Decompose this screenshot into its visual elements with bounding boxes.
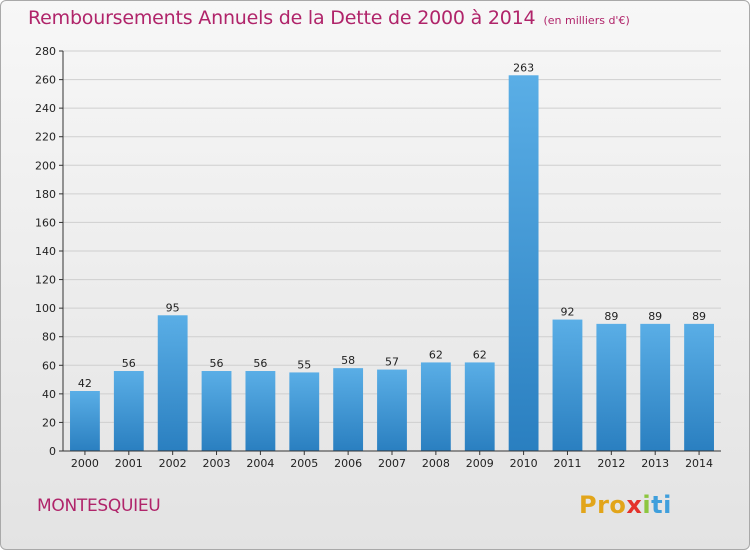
logo-part: x xyxy=(626,491,643,519)
data-label: 263 xyxy=(513,61,534,74)
y-tick-label: 0 xyxy=(49,445,56,458)
data-label: 42 xyxy=(78,377,92,390)
data-label: 89 xyxy=(648,310,662,323)
y-tick-label: 220 xyxy=(35,131,56,144)
x-tick-label: 2006 xyxy=(334,457,362,470)
y-tick-label: 280 xyxy=(35,45,56,58)
commune-name: MONTESQUIEU xyxy=(37,496,161,516)
bar xyxy=(245,371,276,451)
data-label: 92 xyxy=(560,306,574,319)
data-labels: 42 56 95 56 56 55 58 57 62 62 263 92 89 89 89 xyxy=(78,61,706,390)
logo-part: i xyxy=(642,491,652,519)
x-tick-label: 2012 xyxy=(597,457,625,470)
x-tick-label: 2008 xyxy=(422,457,450,470)
bar xyxy=(70,391,100,451)
bar xyxy=(552,319,583,451)
data-label: 57 xyxy=(385,356,399,369)
data-label: 56 xyxy=(122,357,136,370)
logo-part: Pro xyxy=(579,491,627,519)
bar xyxy=(157,315,188,451)
y-tick-label: 120 xyxy=(35,274,56,287)
chart-title: Remboursements Annuels de la Dette de 20… xyxy=(28,7,536,29)
x-tick-label: 2001 xyxy=(115,457,143,470)
data-label: 89 xyxy=(604,310,618,323)
logo-part: ti xyxy=(651,491,672,519)
x-tick-label: 2002 xyxy=(159,457,187,470)
x-tick-label: 2014 xyxy=(685,457,713,470)
bar xyxy=(201,371,232,451)
bar xyxy=(464,362,495,451)
bar xyxy=(377,369,407,451)
x-tick-label: 2004 xyxy=(246,457,274,470)
bar xyxy=(420,362,451,451)
data-label: 56 xyxy=(253,357,267,370)
y-tick-labels: 0 20 40 60 80 100 120 140 160 180 200 220 240 260 280 xyxy=(35,45,63,458)
x-tick-label: 2003 xyxy=(203,457,231,470)
y-tick-label: 100 xyxy=(35,302,56,315)
data-label: 62 xyxy=(473,348,487,361)
y-tick-label: 40 xyxy=(42,388,56,401)
data-label: 58 xyxy=(341,354,355,367)
y-tick-label: 160 xyxy=(35,216,56,229)
x-tick-label: 2007 xyxy=(378,457,406,470)
bar xyxy=(596,323,627,451)
bar xyxy=(113,371,144,451)
chart-header: Remboursements Annuels de la Dette de 20… xyxy=(28,7,630,29)
bar xyxy=(333,368,364,451)
data-label: 95 xyxy=(166,301,180,314)
x-tick-label: 2010 xyxy=(510,457,538,470)
x-tick-label: 2000 xyxy=(71,457,99,470)
proxiti-logo: Proxiti xyxy=(579,491,672,519)
bar xyxy=(289,372,320,451)
y-tick-label: 60 xyxy=(42,359,56,372)
y-tick-label: 140 xyxy=(35,245,56,258)
y-tick-label: 200 xyxy=(35,159,56,172)
x-tick-label: 2013 xyxy=(641,457,669,470)
x-tick-label: 2011 xyxy=(553,457,581,470)
data-label: 62 xyxy=(429,348,443,361)
y-tick-label: 180 xyxy=(35,188,56,201)
y-tick-label: 80 xyxy=(42,331,56,344)
y-tick-label: 20 xyxy=(42,416,56,429)
data-label: 56 xyxy=(210,357,224,370)
x-tick-label: 2009 xyxy=(466,457,494,470)
bar xyxy=(684,323,714,451)
bars xyxy=(70,75,714,452)
data-label: 89 xyxy=(692,310,706,323)
y-tick-label: 240 xyxy=(35,102,56,115)
x-tick-label: 2005 xyxy=(290,457,318,470)
chart-unit: (en milliers d'€) xyxy=(543,14,630,27)
y-tick-label: 260 xyxy=(35,74,56,87)
data-label: 55 xyxy=(297,358,311,371)
x-tick-labels: 2000 2001 2002 2003 2004 2005 2006 2007 2008 2009… xyxy=(71,451,713,470)
bar xyxy=(508,75,539,452)
bar xyxy=(640,323,671,451)
